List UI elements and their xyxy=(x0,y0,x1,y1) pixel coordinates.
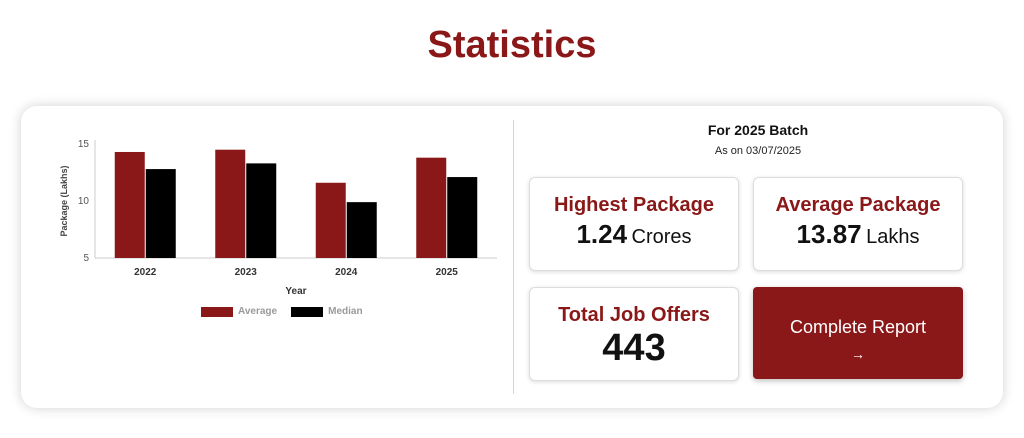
statistics-card: 5 10 15 Package (Lakhs) 2022 2023 2024 2025 Year… xyxy=(21,106,1003,408)
complete-report-button[interactable]: Complete Report → xyxy=(753,287,963,379)
x-tick-label-2025: 2025 xyxy=(436,267,459,278)
highest-package-unit: Crores xyxy=(631,226,692,248)
job-offers-box: Total Job Offers 443 xyxy=(529,287,739,381)
x-axis-label: Year xyxy=(285,286,306,297)
legend-label-average: Average xyxy=(238,306,278,317)
bar-average-2022[interactable] xyxy=(114,151,145,258)
highest-package-value: 1.24 xyxy=(576,219,628,249)
y-axis-label: Package (Lakhs) xyxy=(59,165,69,236)
highest-package-box: Highest Package 1.24 Crores xyxy=(529,177,739,271)
highest-package-value-line: 1.24 Crores xyxy=(530,219,738,250)
legend-label-median: Median xyxy=(328,306,363,317)
average-package-unit: Lakhs xyxy=(866,226,920,248)
bar-average-2025[interactable] xyxy=(416,157,447,258)
bar-median-2023[interactable] xyxy=(246,163,277,258)
legend-item-average[interactable]: Average xyxy=(201,306,277,317)
legend-swatch-average xyxy=(201,306,233,317)
job-offers-value: 443 xyxy=(602,327,666,369)
y-tick-label: 15 xyxy=(78,139,90,150)
average-package-value: 13.87 xyxy=(796,219,862,249)
average-package-value-line: 13.87 Lakhs xyxy=(754,219,962,250)
x-tick-label-2024: 2024 xyxy=(335,267,358,278)
y-tick-label: 5 xyxy=(83,253,89,264)
complete-report-label: Complete Report xyxy=(789,317,927,337)
bar-average-2024[interactable] xyxy=(315,182,346,258)
arrow-right-icon: → xyxy=(851,346,865,362)
x-tick-label-2023: 2023 xyxy=(235,267,258,278)
bar-median-2022[interactable] xyxy=(145,169,176,258)
legend-swatch-median xyxy=(291,306,324,317)
bar-average-2023[interactable] xyxy=(215,149,246,258)
batch-title: For 2025 Batch xyxy=(707,122,809,138)
job-offers-label: Total Job Offers xyxy=(558,304,710,326)
bar-median-2025[interactable] xyxy=(447,177,478,258)
bar-median-2024[interactable] xyxy=(346,202,377,258)
chart-legend: Average Median xyxy=(201,306,363,317)
y-tick-label: 10 xyxy=(78,196,90,207)
section-divider xyxy=(513,120,514,394)
x-tick-label-2022: 2022 xyxy=(134,267,157,278)
page-title: Statistics xyxy=(427,24,597,66)
highest-package-label: Highest Package xyxy=(553,194,715,216)
batch-date: As on 03/07/2025 xyxy=(714,145,802,157)
legend-item-median[interactable]: Median xyxy=(291,306,363,317)
average-package-box: Average Package 13.87 Lakhs xyxy=(753,177,963,271)
package-bar-chart: 5 10 15 Package (Lakhs) 2022 2023 2024 2025 Year xyxy=(59,139,497,297)
average-package-label: Average Package xyxy=(775,194,941,216)
